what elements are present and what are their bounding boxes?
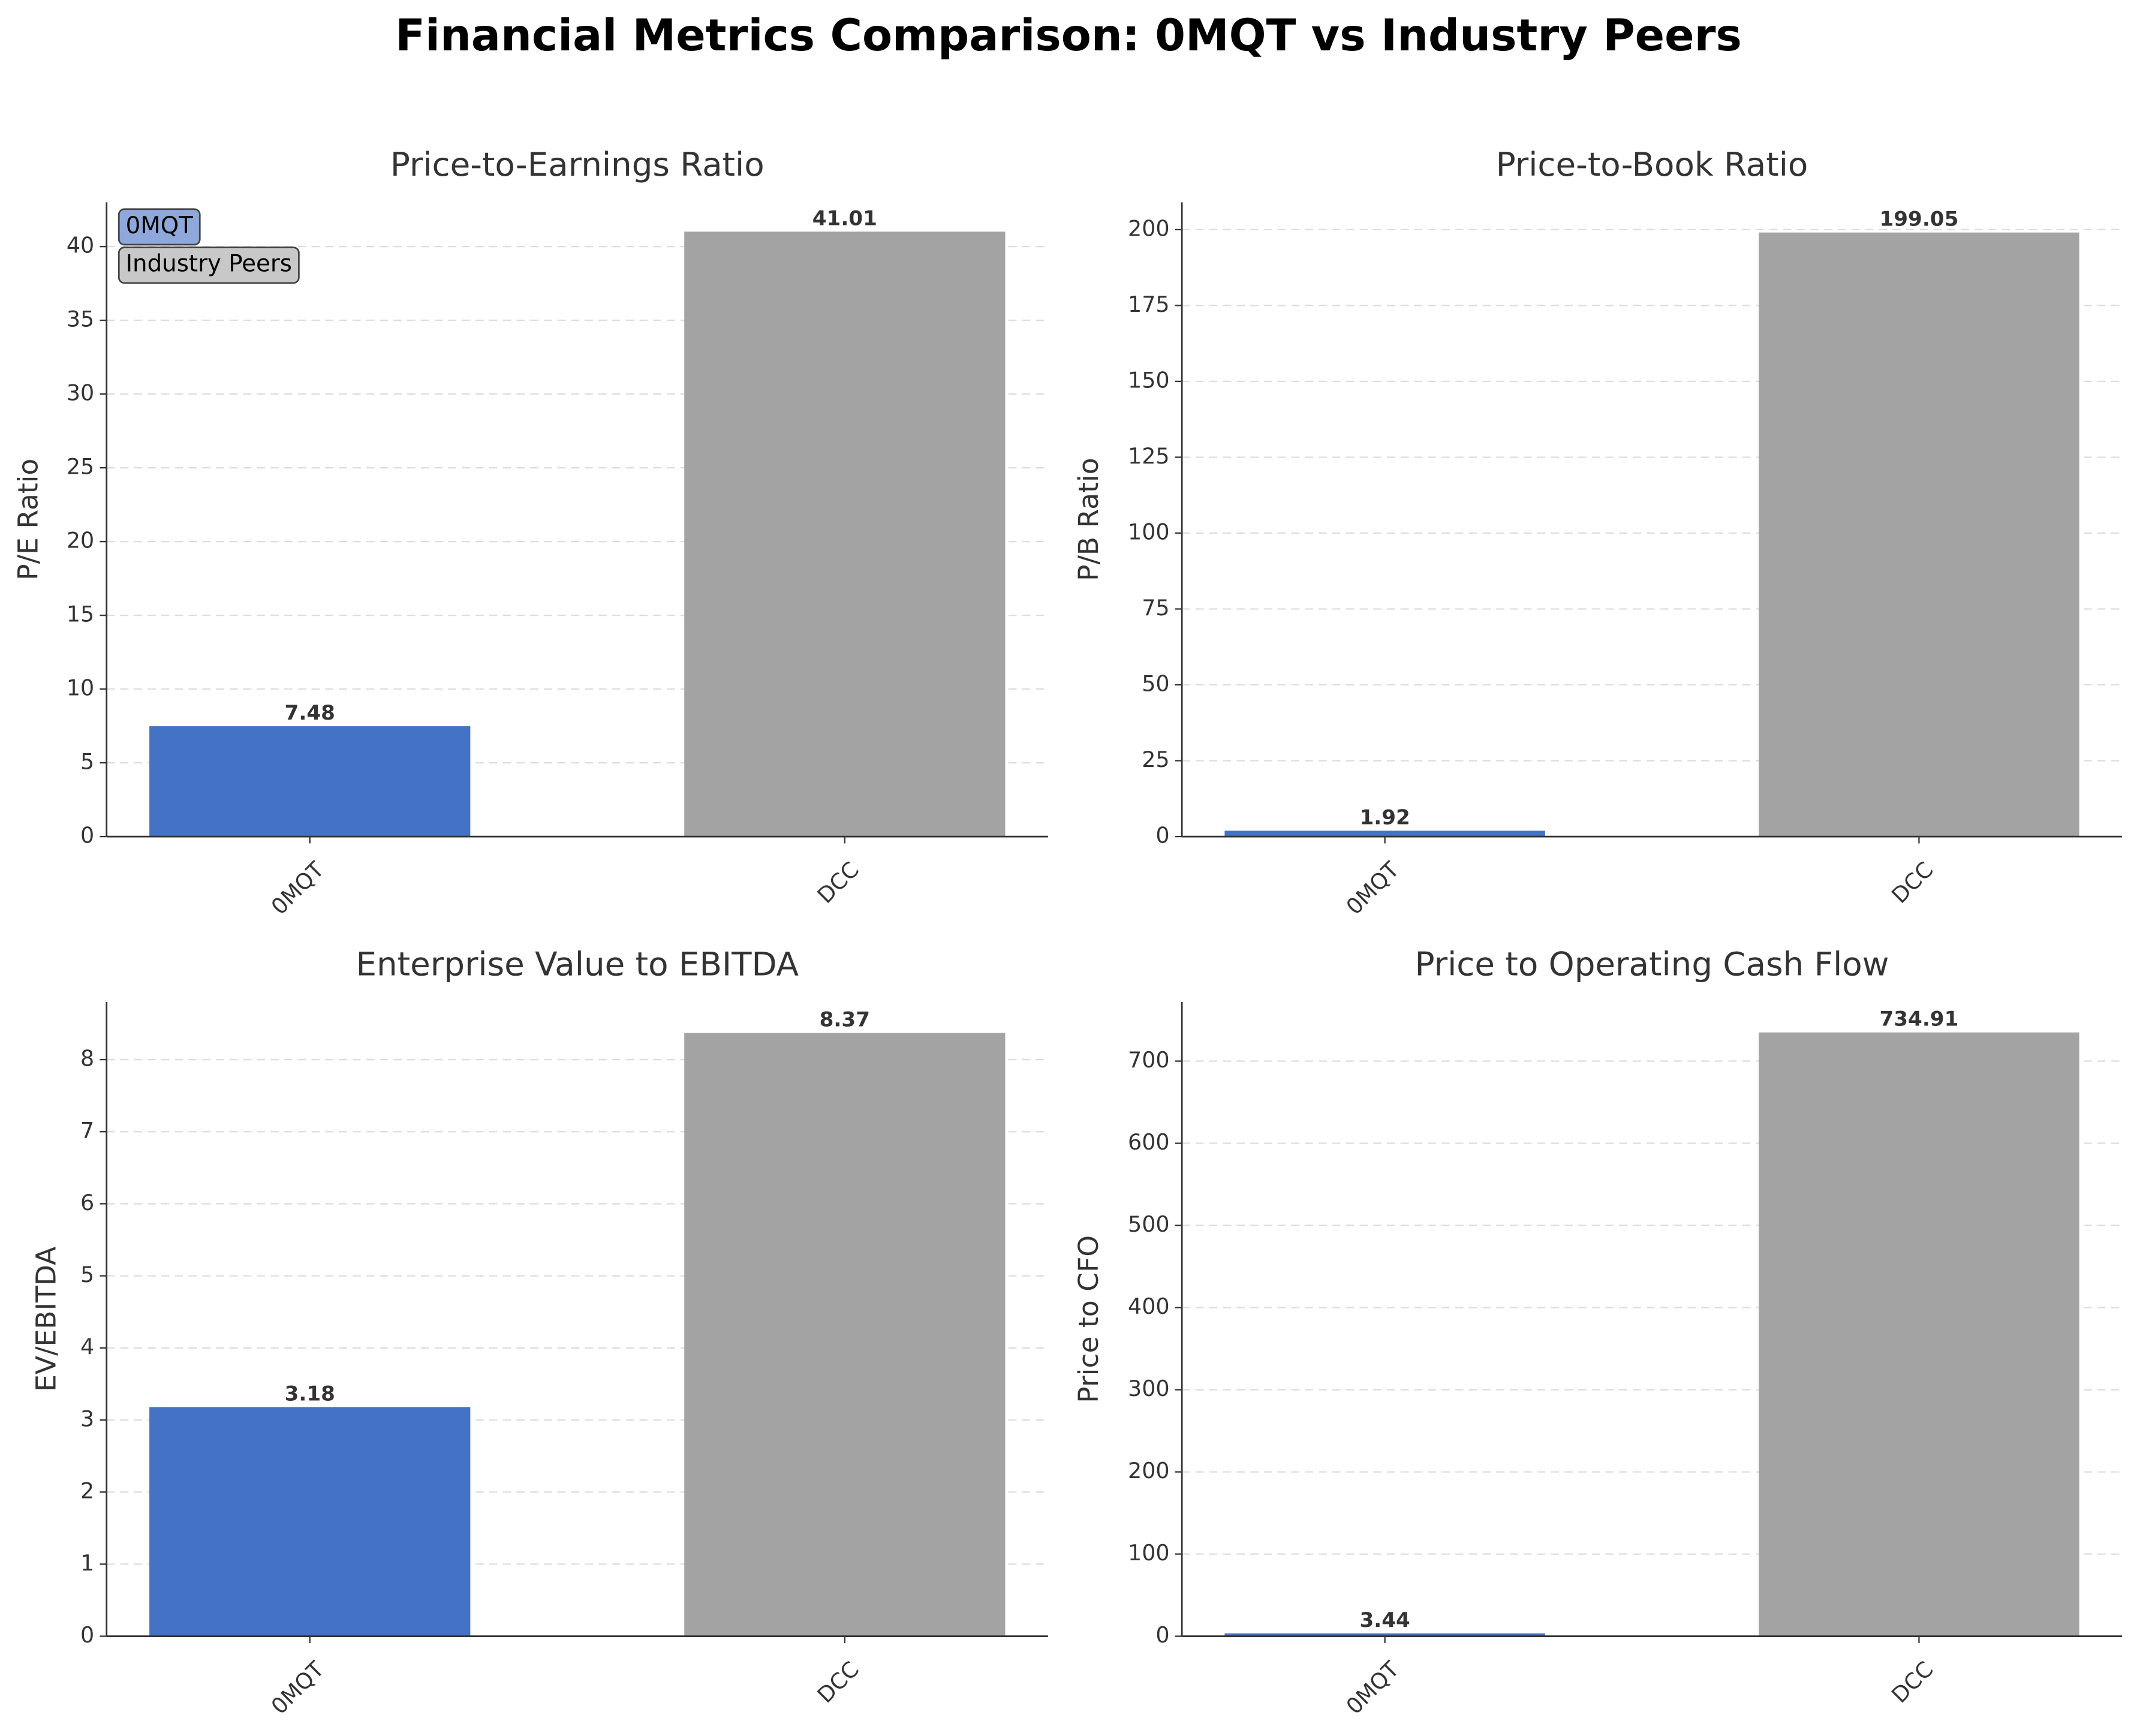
value-label: 3.18 [285, 1382, 335, 1406]
bar [149, 1407, 471, 1636]
subplot: Price to Operating Cash Flow Price to CFO… [1073, 945, 2122, 1719]
y-tick-label: 6 [80, 1190, 94, 1215]
y-tick-label: 20 [67, 528, 94, 553]
bar [1759, 232, 2079, 837]
x-tick-label: 0MQT [1341, 1656, 1405, 1720]
legend-box [118, 208, 201, 246]
y-tick-label: 7 [80, 1118, 94, 1144]
value-label: 3.44 [1359, 1608, 1410, 1632]
value-label: 1.92 [1359, 805, 1410, 829]
y-tick-label: 0 [80, 823, 94, 849]
y-tick-label: 175 [1128, 291, 1170, 317]
y-tick-label: 100 [1128, 519, 1170, 544]
value-label: 8.37 [820, 1008, 870, 1032]
x-tick-label: DCC [1886, 1656, 1938, 1708]
bar [1224, 1633, 1545, 1636]
y-axis-label: Price to CFO [1073, 1235, 1104, 1403]
y-tick-label: 700 [1128, 1047, 1170, 1073]
legend-entry: 0MQT [126, 212, 194, 239]
x-tick-label: DCC [1886, 857, 1938, 908]
y-tick-label: 30 [67, 380, 94, 406]
y-tick-label: 25 [67, 454, 94, 480]
y-tick-label: 5 [80, 749, 94, 775]
y-tick-label: 100 [1128, 1540, 1170, 1566]
legend-box [118, 246, 300, 284]
bar [1759, 1032, 2079, 1636]
y-tick-label: 15 [67, 601, 94, 627]
y-tick-label: 8 [80, 1046, 94, 1072]
bar [1224, 831, 1545, 837]
bar [684, 1033, 1006, 1636]
y-tick-label: 0 [1155, 1622, 1169, 1648]
y-tick-label: 200 [1128, 215, 1170, 241]
subplot: Price-to-Earnings Ratio P/E Ratio 0 5 10 15 20… [13, 145, 1048, 920]
value-label: 734.91 [1880, 1007, 1959, 1031]
y-tick-label: 500 [1128, 1211, 1170, 1237]
y-tick-label: 5 [80, 1262, 94, 1287]
y-tick-label: 50 [1142, 671, 1169, 697]
x-tick-label: DCC [812, 1656, 864, 1708]
y-tick-label: 3 [80, 1406, 94, 1432]
x-tick-label: 0MQT [266, 856, 330, 920]
subplot-title: Price-to-Book Ratio [1496, 145, 1808, 183]
legend-entry: Industry Peers [126, 251, 292, 278]
y-tick-label: 0 [80, 1622, 94, 1648]
y-axis-label: P/E Ratio [13, 459, 44, 580]
subplot-title: Price to Operating Cash Flow [1415, 945, 1889, 983]
x-tick-label: DCC [812, 857, 864, 908]
y-tick-label: 4 [80, 1334, 94, 1359]
bar [684, 231, 1006, 837]
y-tick-label: 400 [1128, 1293, 1170, 1319]
y-tick-label: 1 [80, 1550, 94, 1576]
figure-title: Financial Metrics Comparison: 0MQT vs In… [395, 10, 1742, 61]
subplot: Price-to-Book Ratio P/B Ratio 0 25 50 75 100 12… [1073, 145, 2122, 920]
value-label: 199.05 [1880, 207, 1959, 231]
y-tick-label: 25 [1142, 747, 1169, 772]
bar [149, 726, 471, 837]
value-label: 41.01 [812, 206, 877, 230]
x-tick-label: 0MQT [1341, 856, 1405, 920]
y-tick-label: 75 [1142, 595, 1169, 621]
subplot-title: Enterprise Value to EBITDA [356, 945, 799, 983]
y-tick-label: 2 [80, 1478, 94, 1504]
y-tick-label: 10 [67, 675, 94, 701]
y-tick-label: 35 [67, 306, 94, 332]
value-label: 7.48 [285, 701, 335, 725]
y-tick-label: 40 [67, 233, 94, 258]
y-tick-label: 300 [1128, 1376, 1170, 1401]
subplot-title: Price-to-Earnings Ratio [390, 145, 764, 183]
y-axis-label: P/B Ratio [1073, 458, 1104, 581]
y-tick-label: 600 [1128, 1129, 1170, 1155]
y-tick-label: 150 [1128, 367, 1170, 393]
subplot: Enterprise Value to EBITDA EV/EBITDA 0 1 2 3 4… [30, 945, 1048, 1719]
y-tick-label: 0 [1155, 823, 1169, 849]
y-tick-label: 200 [1128, 1458, 1170, 1484]
y-axis-label: EV/EBITDA [30, 1247, 62, 1392]
y-tick-label: 125 [1128, 443, 1170, 469]
x-tick-label: 0MQT [266, 1656, 330, 1720]
